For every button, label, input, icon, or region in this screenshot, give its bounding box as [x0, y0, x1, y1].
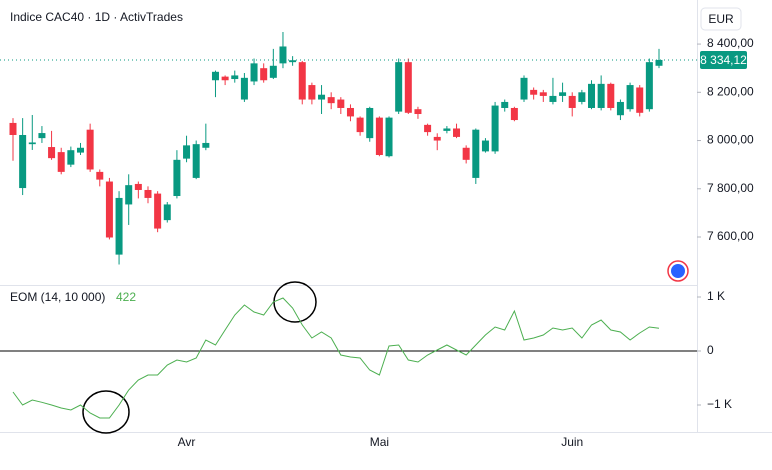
candle-body	[125, 185, 133, 205]
currency-box[interactable]	[700, 7, 742, 31]
candle-body	[404, 62, 412, 113]
candle-body	[202, 142, 210, 148]
candle-body	[183, 145, 191, 159]
candle-body	[491, 105, 499, 152]
candle-body	[231, 75, 239, 80]
candle-body	[501, 101, 509, 108]
candle-body	[588, 83, 596, 108]
candle-body	[86, 129, 94, 170]
candle-body	[626, 85, 634, 110]
candle-body	[549, 95, 557, 102]
candle-body	[289, 60, 297, 63]
candle-body	[414, 109, 422, 115]
candle-body	[250, 63, 258, 82]
candle-body	[597, 83, 605, 108]
y-tick-label: −1 K	[707, 397, 732, 411]
candle-body	[481, 140, 489, 152]
y-tick-label: 0	[707, 343, 714, 357]
x-tick-label: Juin	[561, 435, 583, 449]
candle-body	[530, 89, 538, 95]
chart-title: Indice CAC40 · 1D · ActivTrades	[10, 10, 183, 24]
candle-body	[76, 147, 84, 153]
candle-body	[269, 65, 277, 78]
x-tick-label: Mai	[370, 435, 389, 449]
indicator-title: EOM (14, 10 000)	[10, 290, 105, 304]
candle-body	[48, 147, 56, 159]
candle-body	[96, 171, 104, 180]
icon-inner	[671, 264, 685, 278]
price-tag-label: 8 334,12	[700, 53, 747, 67]
y-tick-label: 8 400,00	[707, 36, 754, 50]
candle-body	[366, 107, 374, 139]
candle-body	[327, 97, 335, 104]
candle-body	[424, 124, 432, 133]
candle-body	[115, 197, 123, 255]
annotation-circle	[82, 390, 130, 434]
y-tick-label: 8 200,00	[707, 84, 754, 98]
candle-body	[568, 95, 576, 108]
candle-body	[655, 59, 663, 66]
candle-body	[636, 87, 644, 113]
candle-body	[375, 117, 383, 156]
y-tick-label: 8 000,00	[707, 133, 754, 147]
candle-body	[173, 159, 181, 197]
candle-body	[279, 46, 287, 64]
candle-body	[645, 62, 653, 110]
candle-body	[453, 128, 461, 137]
candle-body	[462, 147, 470, 160]
indicator-line	[12, 297, 660, 419]
y-tick-label: 1 K	[707, 289, 725, 303]
candle-body	[67, 150, 75, 165]
candle-body	[298, 62, 306, 100]
candle-body	[559, 92, 567, 96]
indicator-value: 422	[116, 290, 136, 304]
candle-body	[260, 68, 268, 81]
candle-body	[9, 122, 17, 135]
candle-body	[192, 144, 200, 178]
y-tick-label: 7 800,00	[707, 181, 754, 195]
candle-body	[38, 133, 46, 139]
candle-body	[443, 128, 451, 131]
candle-body	[607, 83, 615, 108]
candle-body	[616, 101, 624, 116]
candle-body	[346, 107, 354, 117]
candle-body	[19, 134, 27, 189]
candle-body	[395, 62, 403, 112]
candle-body	[356, 117, 364, 133]
candle-body	[134, 183, 142, 190]
x-tick-label: Avr	[178, 435, 196, 449]
candle-body	[163, 204, 171, 221]
currency: EUR	[708, 12, 734, 26]
candle-body	[385, 117, 393, 157]
candle-body	[144, 189, 152, 198]
candle-body	[433, 136, 441, 141]
price-tag	[700, 50, 747, 69]
candle-body	[240, 77, 248, 100]
candle-body	[28, 142, 36, 145]
candle-body	[221, 76, 229, 81]
candle-body	[57, 152, 65, 172]
y-tick-label: 7 600,00	[707, 229, 754, 243]
candle-body	[510, 107, 518, 121]
candle-body	[539, 92, 547, 96]
candle-body	[308, 85, 316, 100]
candle-body	[472, 129, 480, 178]
candle-body	[154, 193, 162, 229]
candle-body	[105, 181, 113, 238]
candle-body	[578, 92, 586, 102]
candle-body	[318, 94, 326, 100]
candle-body	[211, 71, 219, 81]
candle-body	[337, 99, 345, 108]
candle-body	[520, 77, 528, 100]
